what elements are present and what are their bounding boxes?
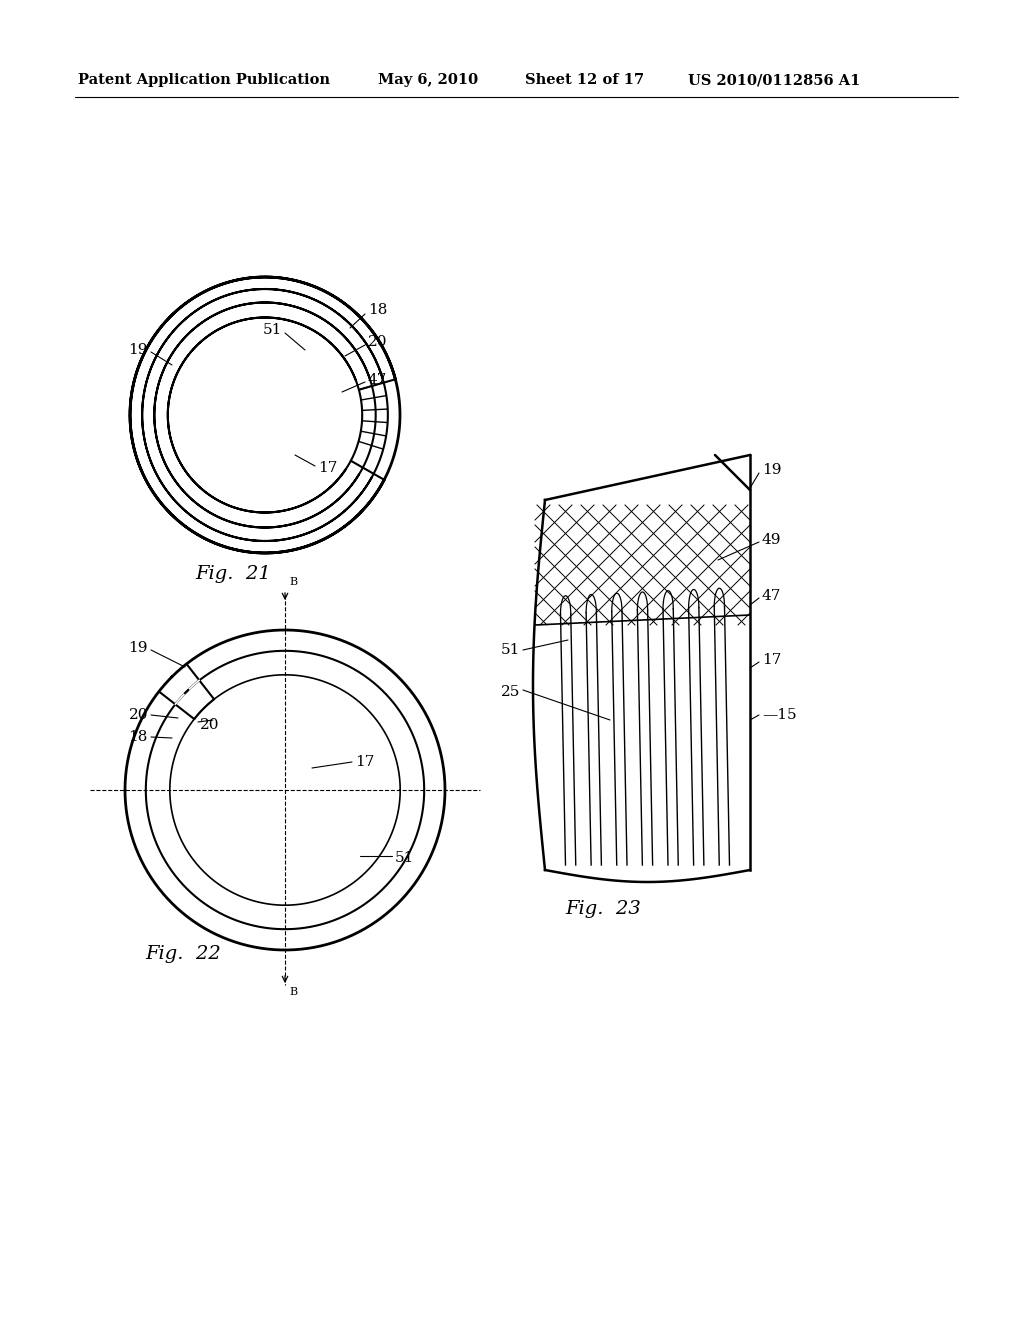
Text: 17: 17 [355, 755, 375, 770]
Text: Fig.  23: Fig. 23 [565, 900, 641, 917]
Text: 49: 49 [762, 533, 781, 546]
Text: B: B [289, 987, 297, 997]
Text: 20: 20 [368, 335, 387, 348]
Text: 51: 51 [262, 323, 282, 337]
Text: 19: 19 [128, 343, 148, 356]
Text: Fig.  21: Fig. 21 [195, 565, 270, 583]
Text: May 6, 2010: May 6, 2010 [378, 73, 478, 87]
Text: 25: 25 [501, 685, 520, 700]
Text: Patent Application Publication: Patent Application Publication [78, 73, 330, 87]
Text: 20: 20 [200, 718, 219, 733]
Text: US 2010/0112856 A1: US 2010/0112856 A1 [688, 73, 860, 87]
Text: Sheet 12 of 17: Sheet 12 of 17 [525, 73, 644, 87]
Text: 19: 19 [762, 463, 781, 477]
Text: 18: 18 [129, 730, 148, 744]
Text: 20: 20 [128, 708, 148, 722]
Text: 19: 19 [128, 642, 148, 655]
Text: 47: 47 [368, 374, 387, 387]
Text: B: B [289, 577, 297, 587]
Text: Fig.  22: Fig. 22 [145, 945, 221, 964]
Text: 18: 18 [368, 304, 387, 317]
Text: 17: 17 [318, 461, 337, 475]
Text: 17: 17 [762, 653, 781, 667]
Text: —15: —15 [762, 708, 797, 722]
Text: 51: 51 [395, 851, 415, 865]
Text: 47: 47 [762, 589, 781, 603]
Text: 51: 51 [501, 643, 520, 657]
